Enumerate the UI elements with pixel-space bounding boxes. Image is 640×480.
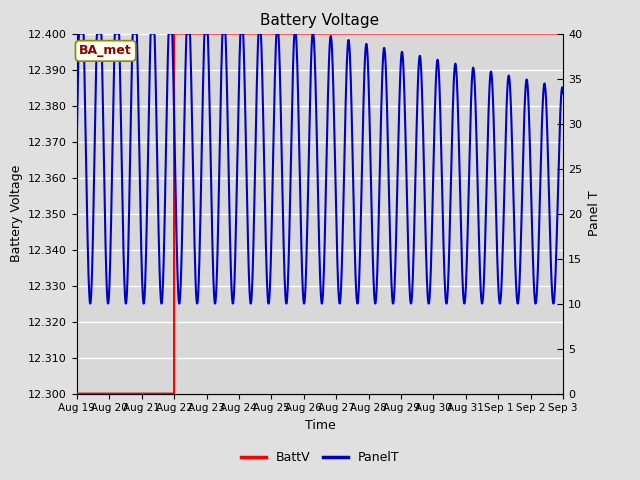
Legend: BattV, PanelT: BattV, PanelT <box>236 446 404 469</box>
X-axis label: Time: Time <box>305 419 335 432</box>
Text: BA_met: BA_met <box>79 44 132 58</box>
Title: Battery Voltage: Battery Voltage <box>260 13 380 28</box>
Y-axis label: Battery Voltage: Battery Voltage <box>10 165 22 262</box>
Y-axis label: Panel T: Panel T <box>588 191 601 237</box>
